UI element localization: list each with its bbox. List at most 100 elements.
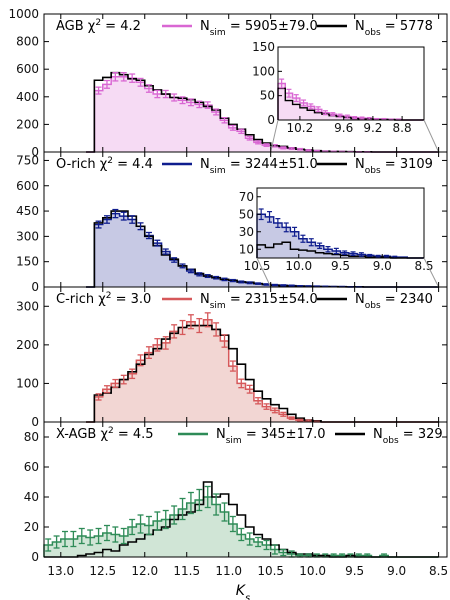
nsim-value-crich: = 2315±54.0 bbox=[226, 292, 318, 307]
chi-square-exponent: 2 bbox=[108, 426, 114, 436]
y-tick-label-agb: 0 bbox=[31, 145, 39, 159]
panel-agb: 0 50 100 150 10.2 9.6 9.2 8.8 0 200 400 600 800 1000 A… bbox=[8, 7, 448, 159]
inset-frame bbox=[277, 46, 425, 121]
nsim-subscript: sim bbox=[210, 301, 226, 311]
inset-y-tick-label: 100 bbox=[252, 64, 275, 78]
panel-frame-xagb bbox=[43, 421, 448, 558]
inset-connector bbox=[423, 257, 440, 288]
x-tick-label: 12.5 bbox=[89, 564, 116, 578]
y-tick-label-xagb: 20 bbox=[24, 520, 39, 534]
legend-nobs-crich: Nobs = 2340 bbox=[355, 292, 433, 311]
inset-orich: 10 30 50 70 10.5 10.0 9.5 9.0 8.5 bbox=[239, 187, 434, 273]
nsim-value-orich: = 3244±51.0 bbox=[226, 157, 318, 172]
inset-y-tick-label: 30 bbox=[239, 225, 254, 239]
chi-square-value-orich: = 4.4 bbox=[113, 157, 153, 172]
inset-y-tick-label: 150 bbox=[252, 40, 275, 54]
inset-sim-fill bbox=[257, 214, 424, 258]
y-tick-label-xagb: 40 bbox=[24, 490, 39, 504]
nobs-value-orich: = 3109 bbox=[381, 157, 433, 172]
panel-crich: 0 100 200 300 C-rich χ2 = 3.0 Nsim = 2315±54.… bbox=[16, 286, 448, 429]
x-tick-label: 9.5 bbox=[345, 564, 364, 578]
y-tick-label-crich: 0 bbox=[31, 415, 39, 429]
x-axis-label: Ks bbox=[236, 583, 250, 600]
inset-x-tick-label: 9.2 bbox=[363, 121, 382, 135]
nobs-subscript: obs bbox=[365, 166, 381, 176]
nsim-subscript: sim bbox=[210, 28, 226, 38]
y-tick-label-orich: 600 bbox=[16, 179, 39, 193]
legend-nsim-xagb: Nsim = 345±17.0 bbox=[216, 427, 326, 446]
y-tick-label-agb: 800 bbox=[16, 35, 39, 49]
x-tick-label: 11.0 bbox=[215, 564, 242, 578]
x-tick-label: 13.0 bbox=[47, 564, 74, 578]
chi-square-value-agb: = 4.2 bbox=[101, 19, 141, 34]
inset-connector bbox=[256, 257, 272, 288]
nsim-subscript: sim bbox=[210, 166, 226, 176]
nobs-subscript: obs bbox=[383, 436, 399, 446]
inset-y-tick-label: 10 bbox=[239, 242, 254, 256]
y-tick-label-agb: 1000 bbox=[8, 7, 39, 21]
y-tick-label-crich: 200 bbox=[16, 338, 39, 352]
y-tick-label-orich: 300 bbox=[16, 229, 39, 243]
x-axis: 13.0 12.5 12.0 11.5 11.0 10.5 10.0 9.5 9.0 8.5 bbox=[47, 564, 448, 578]
y-tick-label-crich: 100 bbox=[16, 376, 39, 390]
panel-label-xagb: X-AGB χ2 = 4.5 bbox=[56, 426, 154, 442]
x-tick-label: 11.5 bbox=[173, 564, 200, 578]
x-tick-label: 8.5 bbox=[429, 564, 448, 578]
nobs-subscript: obs bbox=[365, 28, 381, 38]
chi-square-exponent: 2 bbox=[106, 291, 112, 301]
inset-agb: 0 50 100 150 10.2 9.6 9.2 8.8 bbox=[252, 40, 425, 135]
inset-connector bbox=[270, 119, 279, 153]
nsim-subscript: sim bbox=[226, 436, 242, 446]
inset-x-tick-label: 8.5 bbox=[414, 259, 433, 273]
sim-fill-xagb bbox=[44, 497, 439, 557]
nobs-value-xagb: = 329 bbox=[399, 427, 443, 442]
panel-label-crich: C-rich χ2 = 3.0 bbox=[56, 291, 151, 307]
x-tick-label: 10.0 bbox=[299, 564, 326, 578]
panel-xagb: 0 20 40 60 80 X-AGB χ2 = 4.5 Nsim = 345±17.0 No… bbox=[24, 421, 448, 564]
chi-square-value-crich: = 3.0 bbox=[112, 292, 152, 307]
chi-square-exponent: 2 bbox=[107, 156, 113, 166]
inset-x-tick-label: 10.2 bbox=[287, 121, 314, 135]
x-tick-label: 12.0 bbox=[131, 564, 158, 578]
inset-y-tick-label: 50 bbox=[260, 89, 275, 103]
panel-label-agb: AGB χ2 = 4.2 bbox=[56, 18, 141, 34]
x-tick-label: 10.5 bbox=[257, 564, 284, 578]
sim-fill-orich bbox=[85, 213, 439, 287]
legend-nobs-xagb: Nobs = 329 bbox=[373, 427, 443, 446]
inset-x-tick-label: 9.0 bbox=[373, 259, 392, 273]
nobs-value-agb: = 5778 bbox=[381, 19, 433, 34]
y-tick-label-xagb: 60 bbox=[24, 460, 39, 474]
legend-nsim-agb: Nsim = 5905±79.0 bbox=[200, 19, 318, 38]
sim-fill-agb bbox=[85, 76, 439, 152]
sim-fill-crich bbox=[85, 319, 439, 422]
x-tick-label: 9.0 bbox=[387, 564, 406, 578]
chi-square-exponent: 2 bbox=[95, 18, 101, 28]
inset-x-tick-label: 9.6 bbox=[334, 121, 353, 135]
nobs-value-crich: = 2340 bbox=[381, 292, 433, 307]
legend-nsim-orich: Nsim = 3244±51.0 bbox=[200, 157, 318, 176]
inset-sim-step bbox=[256, 213, 424, 259]
inset-x-tick-label: 10.5 bbox=[244, 259, 271, 273]
inset-y-tick-label: 70 bbox=[239, 190, 254, 204]
y-tick-label-agb: 200 bbox=[16, 117, 39, 131]
y-tick-label-xagb: 0 bbox=[31, 550, 39, 564]
y-tick-label-agb: 400 bbox=[16, 90, 39, 104]
y-tick-label-crich: 300 bbox=[16, 299, 39, 313]
inset-connector bbox=[423, 119, 440, 153]
nsim-value-agb: = 5905±79.0 bbox=[226, 19, 318, 34]
x-axis-label-sub: s bbox=[245, 593, 250, 600]
panel-label-orich: O-rich χ2 = 4.4 bbox=[56, 156, 153, 172]
nobs-subscript: obs bbox=[365, 301, 381, 311]
y-tick-label-orich: 150 bbox=[16, 255, 39, 269]
inset-y-tick-label: 50 bbox=[239, 207, 254, 221]
inset-y-tick-label: 0 bbox=[267, 113, 275, 127]
inset-x-tick-label: 8.8 bbox=[393, 121, 412, 135]
inset-x-tick-label: 9.5 bbox=[331, 259, 350, 273]
inset-x-tick-label: 10.0 bbox=[285, 259, 312, 273]
y-tick-label-orich: 450 bbox=[16, 204, 39, 218]
y-tick-label-xagb: 80 bbox=[24, 430, 39, 444]
nsim-value-xagb: = 345±17.0 bbox=[242, 427, 326, 442]
y-tick-label-orich: 0 bbox=[31, 280, 39, 294]
legend-nobs-agb: Nobs = 5778 bbox=[355, 19, 433, 38]
